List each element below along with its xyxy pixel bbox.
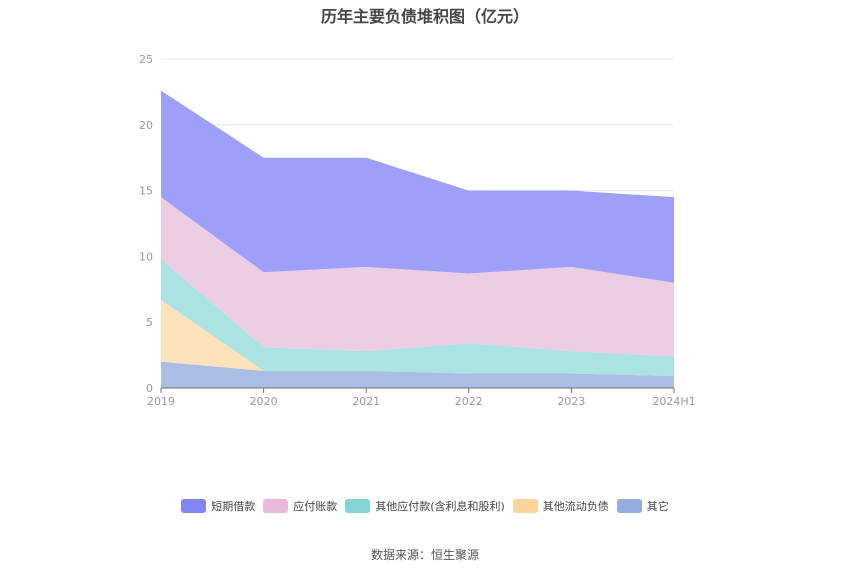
legend-item-other[interactable]: 其它 (616, 498, 669, 514)
legend-swatch (512, 499, 538, 513)
area-series (161, 197, 674, 357)
y-tick-label: 10 (139, 250, 153, 263)
y-tick-label: 5 (146, 316, 153, 329)
legend-label: 其他流动负债 (542, 500, 609, 513)
x-tick-label: 2022 (455, 395, 483, 408)
legend-item-other-payables[interactable]: 其他应付款(含利息和股利) (345, 498, 505, 514)
stacked-area-chart: 0 5 10 15 20 25 2019 2020 2021 2022 2023 2024H1 (139, 53, 696, 408)
y-tick-label: 0 (146, 382, 153, 395)
y-tick-label: 25 (139, 53, 153, 66)
legend-swatch (616, 499, 642, 513)
chart-legend: 短期借款 应付账款 其他应付款(含利息和股利) 其他流动负债 其它 (0, 498, 850, 514)
y-tick-label: 20 (139, 119, 153, 132)
legend-label: 其他应付款(含利息和股利) (375, 500, 505, 513)
legend-label: 短期借款 (211, 500, 256, 513)
area-series (161, 361, 674, 388)
chart-title: 历年主要负债堆积图（亿元） (320, 7, 529, 26)
legend-item-accounts-payable[interactable]: 应付账款 (263, 498, 337, 514)
legend-label: 应付账款 (293, 500, 338, 513)
legend-item-other-current-liabilities[interactable]: 其他流动负债 (512, 498, 609, 514)
x-tick-label: 2019 (147, 395, 175, 408)
legend-swatch (181, 499, 207, 513)
y-tick-label: 15 (139, 185, 153, 198)
legend-item-short-term-loans[interactable]: 短期借款 (181, 498, 255, 514)
x-tick-label: 2024H1 (652, 395, 695, 408)
x-tick-label: 2020 (250, 395, 278, 408)
area-series (161, 90, 674, 283)
legend-label: 其它 (646, 500, 669, 513)
x-tick-label: 2021 (352, 395, 380, 408)
data-source: 数据来源：恒生聚源 (370, 548, 479, 562)
legend-swatch (345, 499, 371, 513)
legend-swatch (263, 499, 289, 513)
x-tick-label: 2023 (557, 395, 585, 408)
area-series (161, 259, 674, 377)
